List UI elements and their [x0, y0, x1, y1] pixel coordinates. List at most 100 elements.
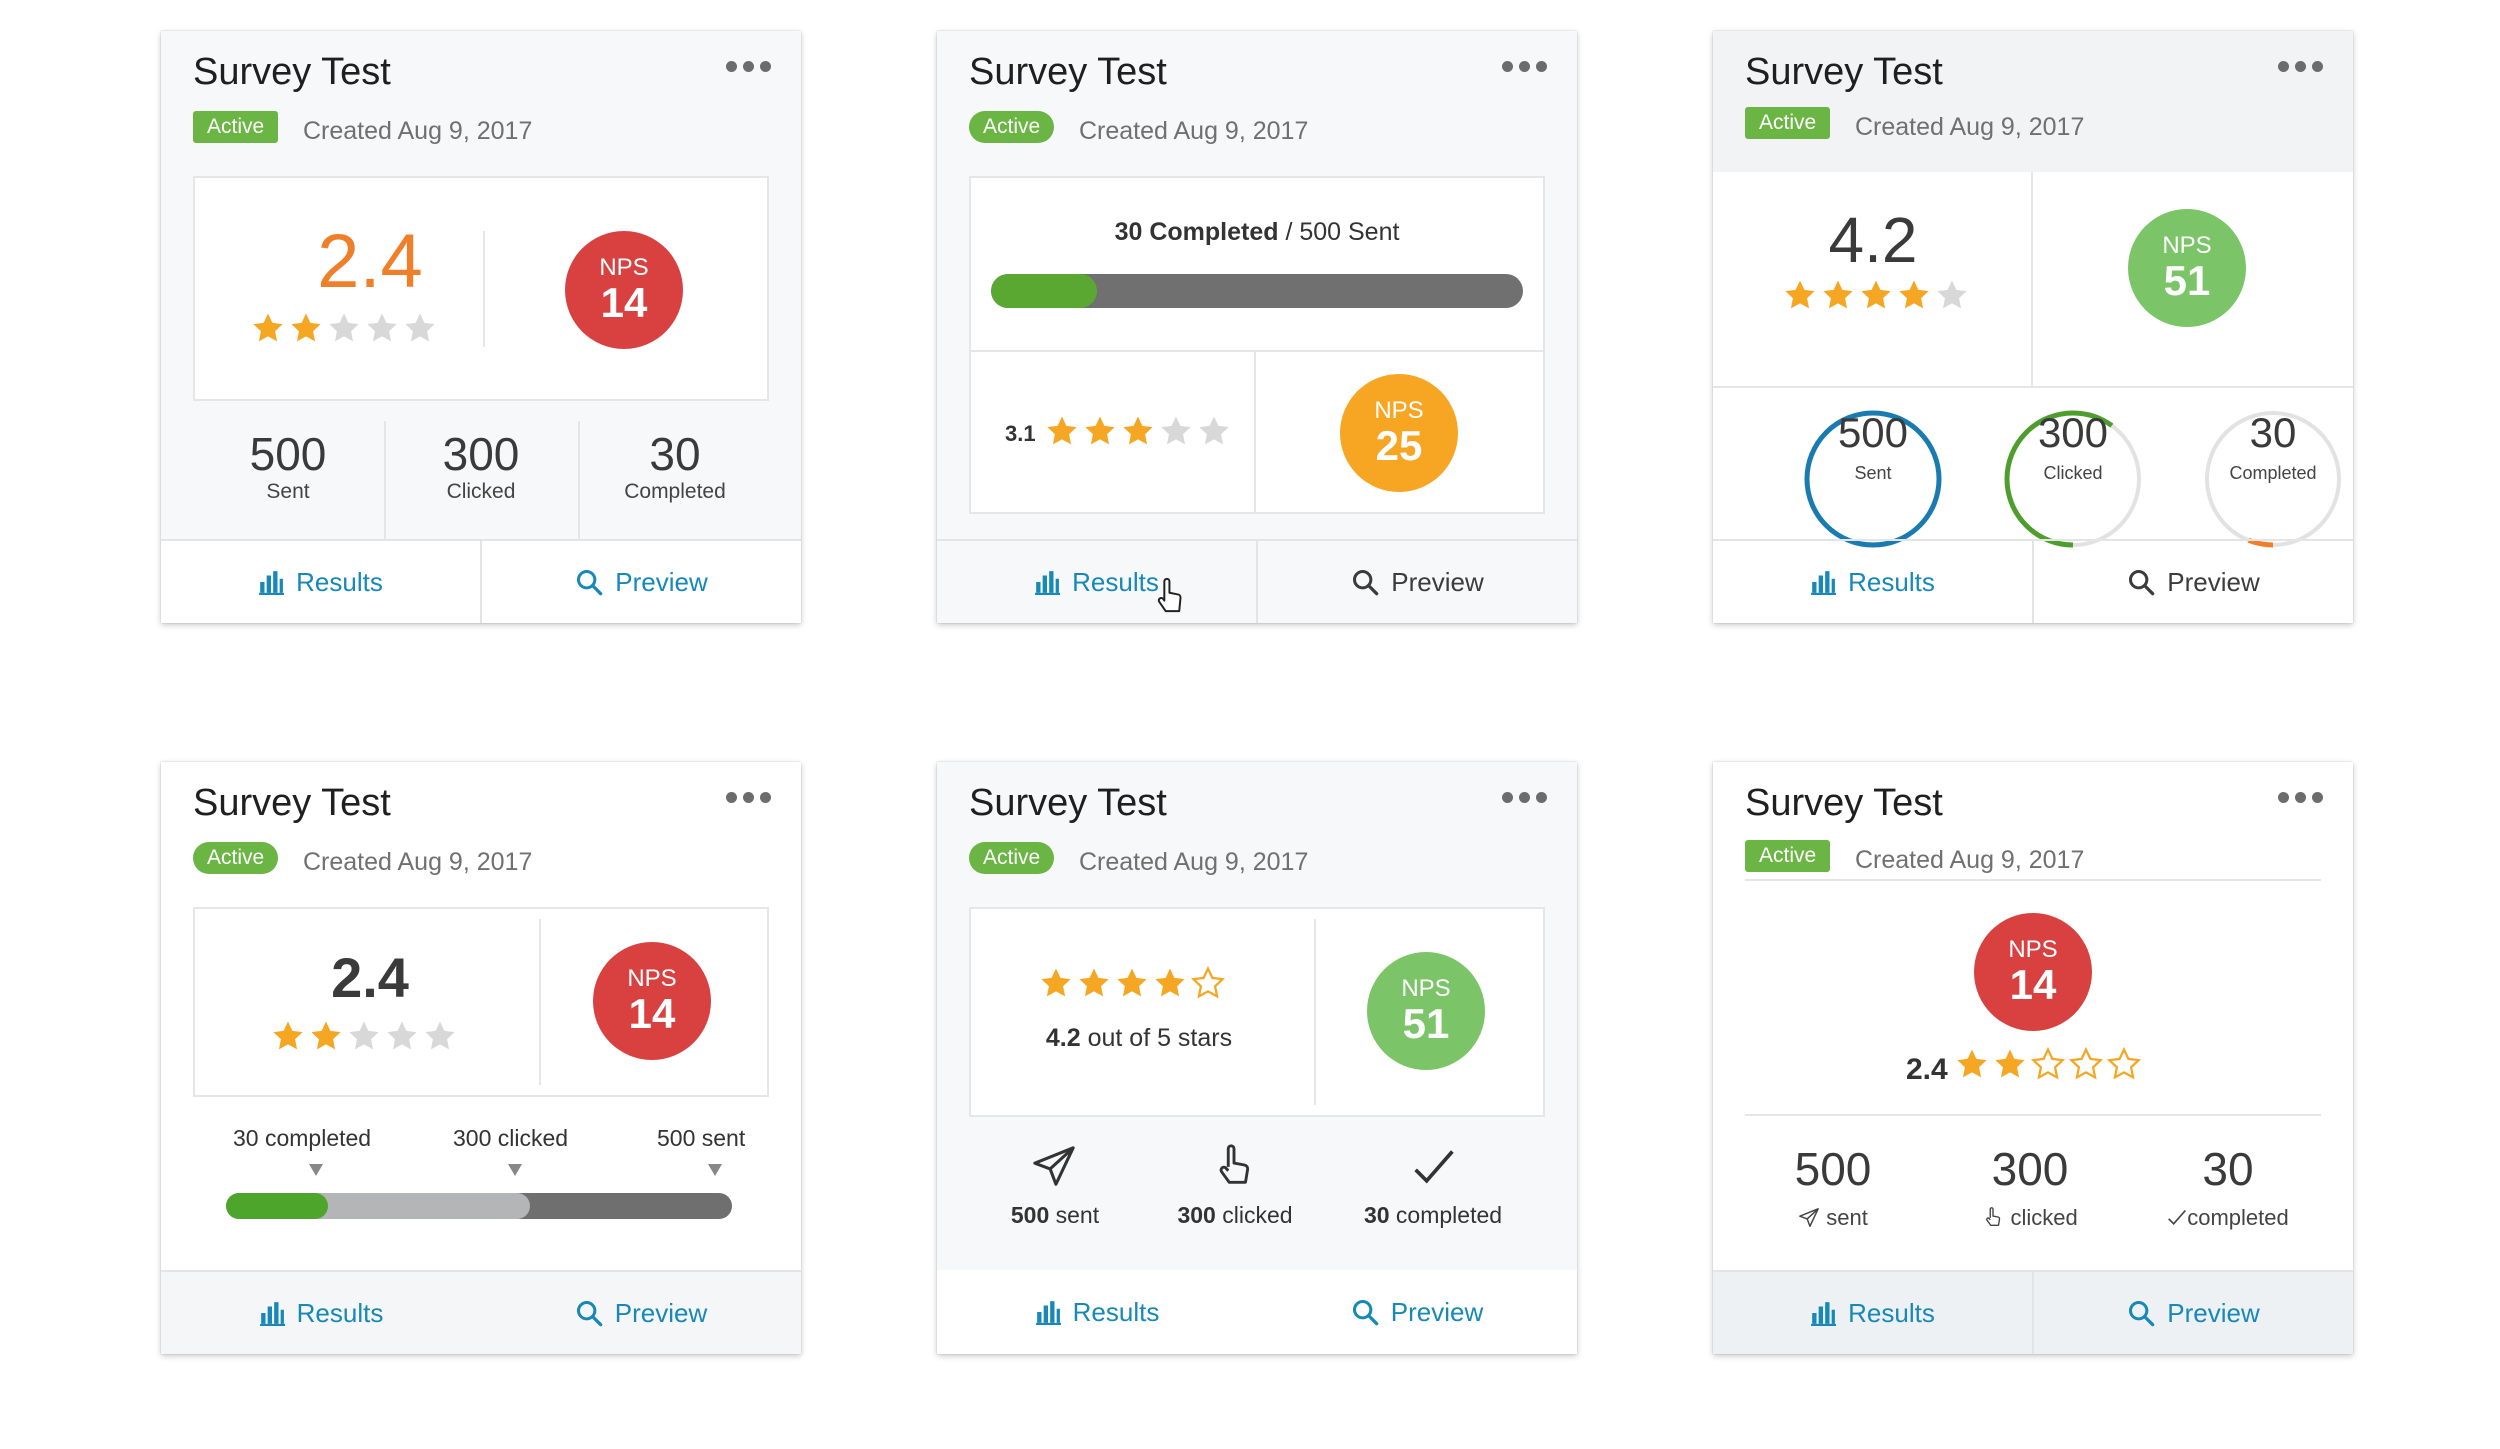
results-button[interactable]: Results: [161, 1272, 481, 1354]
nps-label: NPS: [1401, 975, 1451, 1002]
nps-label: NPS: [599, 254, 649, 281]
bar-chart-icon: [1035, 1299, 1061, 1325]
star-filled-icon: [1153, 966, 1187, 1000]
more-options-icon[interactable]: [1502, 792, 1547, 803]
rating-value: 2.4: [331, 946, 409, 1009]
hand-cursor-icon: [1157, 577, 1182, 613]
created-date: Created Aug 9, 2017: [1855, 113, 2085, 141]
preview-button[interactable]: Preview: [480, 541, 801, 623]
star-rating: [1955, 1047, 2141, 1081]
nps-badge: NPS 51: [2128, 209, 2246, 327]
status-badge: Active: [1745, 840, 1831, 872]
nps-label: NPS: [2008, 936, 2058, 963]
survey-card-5: Survey Test Active Created Aug 9, 2017 4…: [937, 762, 1577, 1354]
star-filled-icon: [1993, 1047, 2027, 1081]
rating-text: 4.2 out of 5 stars: [971, 1024, 1307, 1053]
results-button[interactable]: Results: [161, 541, 480, 623]
star-filled-icon: [1077, 966, 1111, 1000]
funnel-bar: [226, 1193, 732, 1219]
stat-label: Completed: [2229, 463, 2317, 483]
card-title: Survey Test: [969, 51, 1167, 93]
star-filled-icon: [1083, 414, 1117, 448]
results-label: Results: [1072, 566, 1159, 597]
nps-value: 51: [2163, 257, 2211, 304]
preview-label: Preview: [615, 566, 708, 597]
divider: [1314, 919, 1316, 1105]
nps-value: 51: [1402, 1000, 1450, 1047]
nps-value: 14: [600, 279, 648, 326]
pointer-hand-icon: [1211, 1140, 1257, 1190]
results-button[interactable]: Results: [937, 1270, 1257, 1354]
stat-value: 300: [2037, 409, 2109, 456]
send-icon: [1798, 1207, 1820, 1229]
more-options-icon[interactable]: [726, 792, 771, 803]
stat-value: 300: [1991, 1143, 2069, 1195]
stat-sent: 500 sent: [937, 1202, 1173, 1229]
results-button[interactable]: Results: [1713, 1272, 2032, 1354]
star-filled-icon: [1955, 1047, 1989, 1081]
star-rating: [271, 1019, 457, 1053]
results-button[interactable]: Results: [1713, 541, 2032, 623]
progress-fill: [991, 274, 1097, 308]
check-icon: [1412, 1146, 1456, 1190]
stat-value: 30: [1363, 1202, 1390, 1228]
stat-label: clicked: [2010, 1205, 2078, 1230]
preview-label: Preview: [2167, 566, 2260, 597]
progress-bar: [991, 274, 1523, 308]
preview-button[interactable]: Preview: [2032, 541, 2353, 623]
preview-label: Preview: [614, 1297, 708, 1328]
check-icon: [2167, 1208, 2187, 1228]
card-footer: Results Preview: [937, 1270, 1577, 1354]
divider: [971, 350, 1543, 352]
preview-button[interactable]: Preview: [1257, 1270, 1577, 1354]
results-button[interactable]: Results: [937, 541, 1256, 623]
preview-label: Preview: [1390, 1296, 1484, 1327]
stat-clicked: 300 clicked: [1117, 1202, 1353, 1229]
preview-button[interactable]: Preview: [2032, 1272, 2353, 1354]
created-date: Created Aug 9, 2017: [303, 117, 533, 145]
survey-card-2: Survey Test Active Created Aug 9, 2017 3…: [937, 31, 1577, 623]
more-options-icon[interactable]: [1502, 61, 1547, 72]
nps-label: NPS: [1374, 397, 1424, 424]
star-empty-icon: [2031, 1047, 2065, 1081]
stat-label: Clicked: [2043, 463, 2103, 483]
star-empty-icon: [365, 311, 399, 345]
results-label: Results: [1848, 1297, 1935, 1328]
stat-label: Completed: [624, 479, 726, 503]
stat-value: 300: [1177, 1202, 1216, 1228]
created-date: Created Aug 9, 2017: [303, 848, 533, 876]
bar-chart-icon: [1810, 1300, 1836, 1326]
rating-value: 2.4: [1906, 1053, 1948, 1086]
star-empty-icon: [1197, 414, 1231, 448]
preview-button[interactable]: Preview: [481, 1272, 801, 1354]
more-options-icon[interactable]: [2278, 792, 2323, 803]
status-badge: Active: [193, 842, 279, 874]
star-empty-icon: [347, 1019, 381, 1053]
stat-value: 30: [2202, 1143, 2254, 1195]
card-header: [1713, 31, 2353, 172]
bar-chart-icon: [258, 569, 284, 595]
divider: [1713, 386, 2353, 388]
search-icon: [1351, 568, 1379, 596]
star-empty-icon: [423, 1019, 457, 1053]
stat-value: 300: [442, 428, 520, 480]
star-filled-icon: [1039, 966, 1073, 1000]
survey-card-4: Survey Test Active Created Aug 9, 2017 2…: [161, 762, 801, 1354]
funnel-label-sent: 500 sent: [657, 1125, 746, 1151]
stat-sent: sent: [1753, 1205, 1913, 1231]
divider: [1254, 352, 1256, 512]
more-options-icon[interactable]: [2278, 61, 2323, 72]
star-filled-icon: [251, 311, 285, 345]
more-options-icon[interactable]: [726, 61, 771, 72]
status-badge: Active: [969, 111, 1055, 143]
results-label: Results: [1072, 1296, 1160, 1327]
stat-value: 500: [1837, 409, 1909, 456]
star-empty-icon: [1159, 414, 1193, 448]
card-title: Survey Test: [193, 51, 391, 93]
stat-value: 30: [2249, 409, 2297, 456]
preview-button[interactable]: Preview: [1256, 541, 1577, 623]
card-footer: Results Preview: [937, 539, 1577, 623]
card-title: Survey Test: [193, 782, 391, 824]
progress-separator: /: [1278, 218, 1300, 246]
rating-value: 3.1: [1005, 421, 1036, 446]
